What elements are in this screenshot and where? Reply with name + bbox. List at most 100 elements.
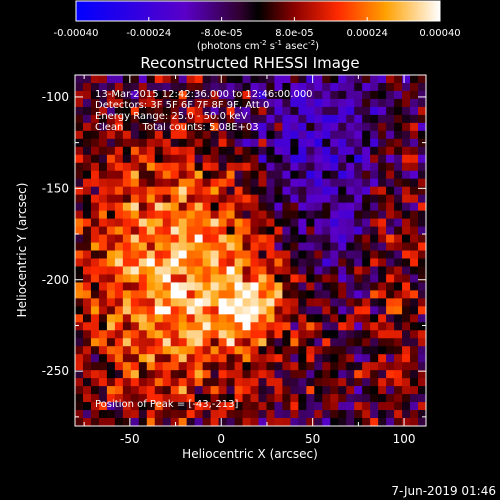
heatmap-cell <box>154 314 164 323</box>
heatmap-cell <box>290 354 299 363</box>
heatmap-cell <box>75 410 84 419</box>
heatmap-cell <box>250 354 260 363</box>
heatmap-cell <box>154 266 164 276</box>
heatmap-cell <box>226 418 236 426</box>
heatmap-cell <box>162 146 172 156</box>
heatmap-cell <box>322 130 331 140</box>
heatmap-cell <box>258 410 268 419</box>
heatmap-cell <box>354 354 363 363</box>
heatmap-cell <box>250 418 260 426</box>
heatmap-cell <box>154 194 164 204</box>
y-tick-label: -200 <box>42 273 69 287</box>
heatmap-cell <box>394 202 403 212</box>
heatmap-cell <box>226 402 236 411</box>
heatmap-cell <box>218 178 228 188</box>
heatmap-cell <box>218 378 228 387</box>
heatmap-cell <box>162 90 172 100</box>
heatmap-cell <box>106 402 116 411</box>
heatmap-cell <box>202 346 212 355</box>
heatmap-cell <box>98 250 108 260</box>
heatmap-cell <box>378 218 387 228</box>
heatmap-cell <box>250 202 260 212</box>
heatmap-cell <box>370 338 379 347</box>
heatmap-cell <box>402 210 411 220</box>
heatmap-cell <box>410 98 419 108</box>
heatmap-cell <box>402 90 411 100</box>
heatmap-cell <box>362 274 371 284</box>
heatmap-cell <box>226 338 236 347</box>
heatmap-cell <box>210 410 220 419</box>
heatmap-cell <box>90 306 100 315</box>
heatmap-cell <box>226 186 236 196</box>
heatmap-cell <box>314 410 323 419</box>
heatmap-cell <box>226 370 236 379</box>
heatmap-cell <box>330 394 339 403</box>
heatmap-cell <box>234 418 244 426</box>
heatmap-cell <box>90 410 100 419</box>
heatmap-cell <box>234 75 244 84</box>
heatmap-cell <box>298 410 307 419</box>
heatmap-cell <box>210 210 220 220</box>
heatmap-cell <box>202 386 212 395</box>
heatmap-cell <box>130 210 140 220</box>
heatmap-cell <box>354 122 363 132</box>
heatmap-cell <box>266 162 276 172</box>
heatmap-cell <box>218 250 228 260</box>
heatmap-cell <box>258 218 268 228</box>
heatmap-cell <box>162 250 172 260</box>
heatmap-cell <box>146 282 156 291</box>
heatmap-cell <box>178 90 188 100</box>
heatmap-cell <box>82 402 92 411</box>
heatmap-cell <box>370 226 379 236</box>
heatmap-cell <box>338 202 347 212</box>
x-tick-label: -50 <box>120 432 140 446</box>
heatmap-cell <box>114 114 124 124</box>
heatmap-cell <box>322 378 331 387</box>
heatmap-cell <box>170 306 180 315</box>
heatmap-cell <box>178 106 188 116</box>
heatmap-cell <box>370 186 379 196</box>
heatmap-cell <box>402 386 411 395</box>
heatmap-cell <box>82 306 92 315</box>
heatmap-cell <box>362 186 371 196</box>
heatmap-cell <box>314 98 323 108</box>
heatmap-cell <box>194 298 204 307</box>
heatmap-cell <box>314 258 323 268</box>
heatmap-cell <box>250 186 260 196</box>
heatmap-cell <box>298 122 307 132</box>
heatmap-cell <box>330 154 339 164</box>
heatmap-cell <box>258 146 268 156</box>
heatmap-cell <box>90 314 100 323</box>
heatmap-cell <box>258 154 268 164</box>
heatmap-cell <box>242 106 252 116</box>
heatmap-cell <box>330 170 339 180</box>
heatmap-cell <box>370 122 379 132</box>
heatmap-cell <box>130 362 140 371</box>
heatmap-cell <box>218 258 228 268</box>
heatmap-cell <box>330 266 339 276</box>
heatmap-cell <box>114 290 124 299</box>
heatmap-cell <box>170 314 180 323</box>
heatmap-cell <box>106 234 116 244</box>
heatmap-cell <box>154 218 164 228</box>
heatmap-cell <box>114 274 124 284</box>
heatmap-cell <box>122 202 132 212</box>
heatmap-cell <box>242 346 252 355</box>
heatmap-cell <box>90 386 100 395</box>
heatmap-cell <box>274 106 284 116</box>
heatmap-cell <box>322 314 331 323</box>
heatmap-cell <box>370 154 379 164</box>
heatmap-cell <box>394 130 403 140</box>
heatmap-cell <box>122 330 132 339</box>
heatmap-cell <box>330 386 339 395</box>
heatmap-cell <box>338 370 347 379</box>
heatmap-cell <box>314 242 323 252</box>
heatmap-cell <box>258 314 268 323</box>
heatmap-cell <box>274 186 284 196</box>
heatmap-cell <box>370 138 379 148</box>
heatmap-cell <box>330 298 339 307</box>
heatmap-cell <box>90 90 100 100</box>
heatmap-cell <box>210 178 220 188</box>
heatmap-cell <box>314 82 323 92</box>
heatmap-cell <box>194 146 204 156</box>
